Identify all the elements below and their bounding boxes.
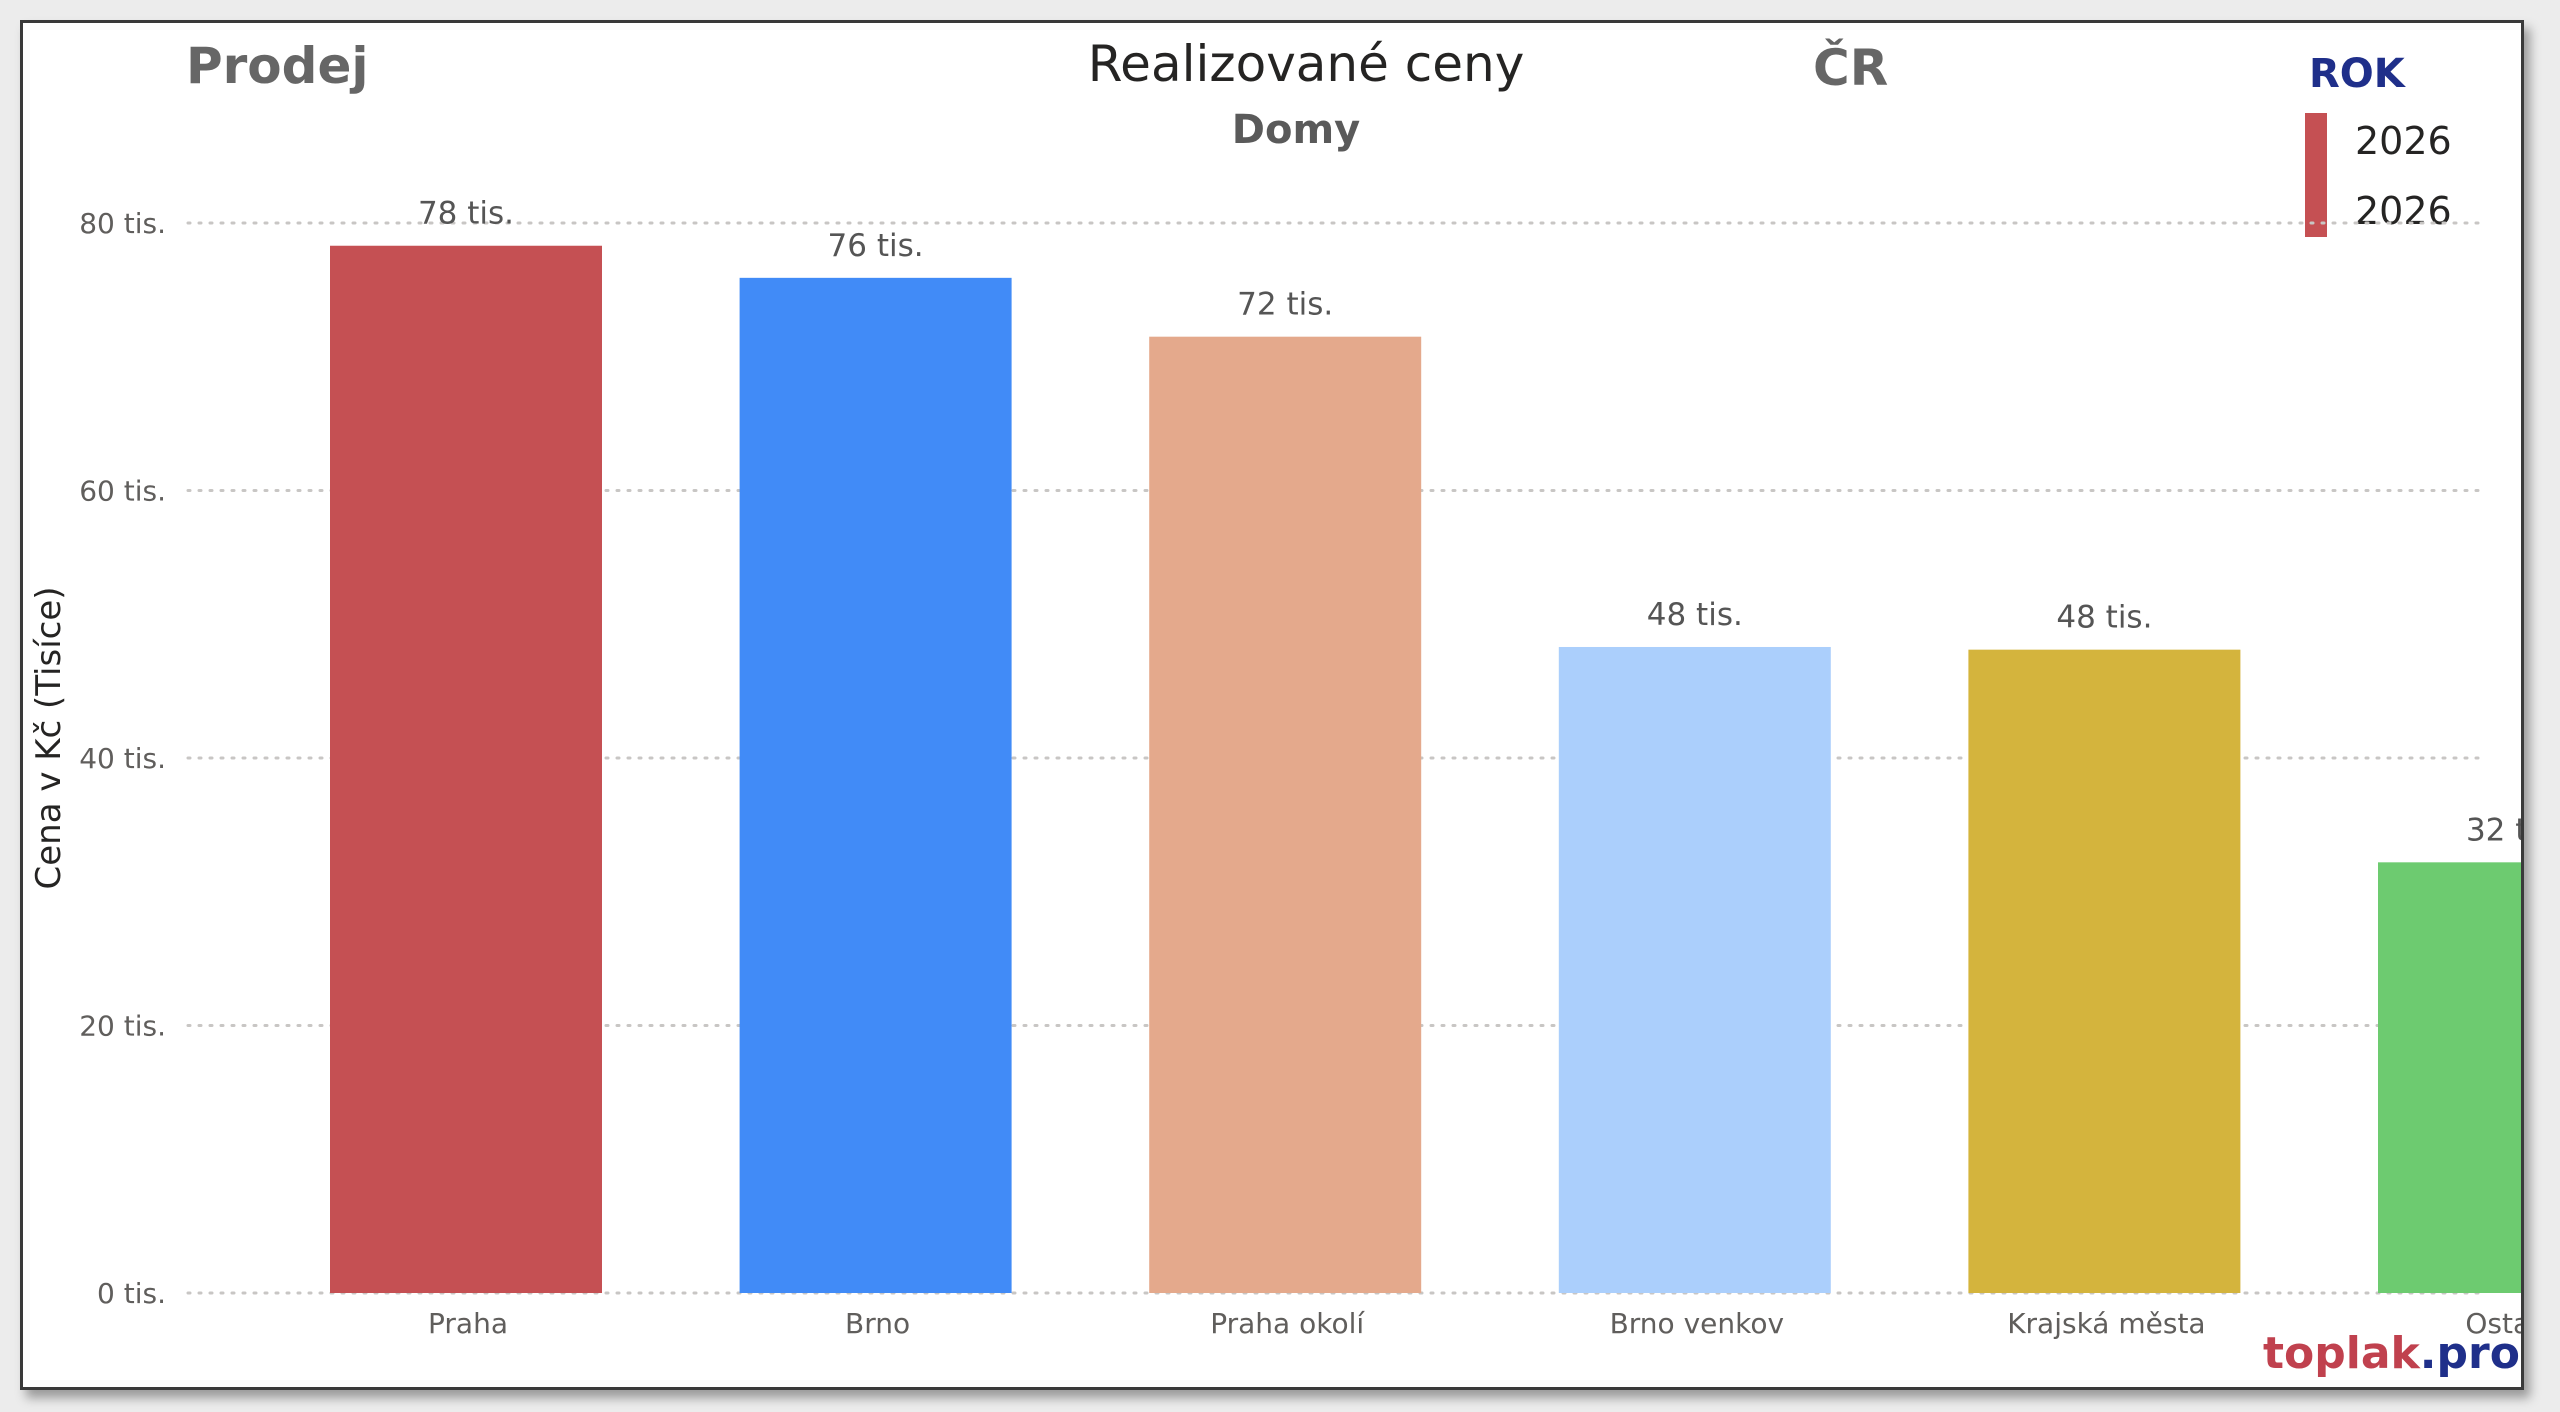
- y-tick-label: 40 tis.: [79, 742, 166, 775]
- data-label: 76 tis.: [828, 228, 924, 264]
- data-label: 32 tis.: [2466, 812, 2521, 848]
- data-label: 48 tis.: [1647, 597, 1743, 633]
- brand-logo: toplak.pro: [2263, 1328, 2520, 1379]
- bar[interactable]: [1149, 336, 1422, 1293]
- transaction-type-label: Prodej: [186, 37, 369, 95]
- bar[interactable]: [2378, 862, 2521, 1293]
- x-tick-label: Praha okolí: [1210, 1307, 1365, 1340]
- bar[interactable]: [1558, 646, 1831, 1293]
- legend-item[interactable]: 2026: [2355, 119, 2452, 163]
- x-tick-label: Ostatní: [2465, 1307, 2521, 1340]
- legend-item[interactable]: 2026: [2355, 189, 2452, 233]
- bar-chart: 0 tis. 20 tis. 40 tis. 60 tis. 80 tis. Cena v…: [29, 196, 2521, 1340]
- y-tick-label: 20 tis.: [79, 1010, 166, 1043]
- data-label: 72 tis.: [1237, 287, 1333, 323]
- data-label: 48 tis.: [2056, 600, 2152, 636]
- data-label: 78 tis.: [418, 196, 514, 232]
- x-tick-label: Praha: [428, 1307, 508, 1340]
- brand-name: toplak: [2263, 1328, 2420, 1379]
- legend-title: ROK: [2309, 51, 2405, 97]
- brand-domain: .pro: [2419, 1328, 2520, 1379]
- chart-title: Realizované ceny: [1087, 35, 1525, 93]
- y-tick-label: 0 tis.: [97, 1277, 166, 1310]
- bar[interactable]: [330, 245, 602, 1293]
- region-label: ČR: [1813, 39, 1889, 97]
- chart-subtitle: Domy: [1231, 107, 1361, 153]
- legend-swatch: [2305, 113, 2327, 237]
- bar[interactable]: [739, 277, 1012, 1293]
- chart-card: Prodej Realizované ceny Domy ČR ROK 2026…: [20, 20, 2524, 1390]
- y-axis-title: Cena v Kč (Tisíce): [29, 586, 69, 889]
- y-tick-label: 80 tis.: [79, 207, 166, 240]
- y-tick-label: 60 tis.: [79, 475, 166, 508]
- bar[interactable]: [1968, 649, 2241, 1293]
- x-tick-label: Brno: [845, 1307, 910, 1340]
- x-tick-label: Brno venkov: [1610, 1307, 1784, 1340]
- x-tick-label: Krajská města: [2007, 1307, 2205, 1340]
